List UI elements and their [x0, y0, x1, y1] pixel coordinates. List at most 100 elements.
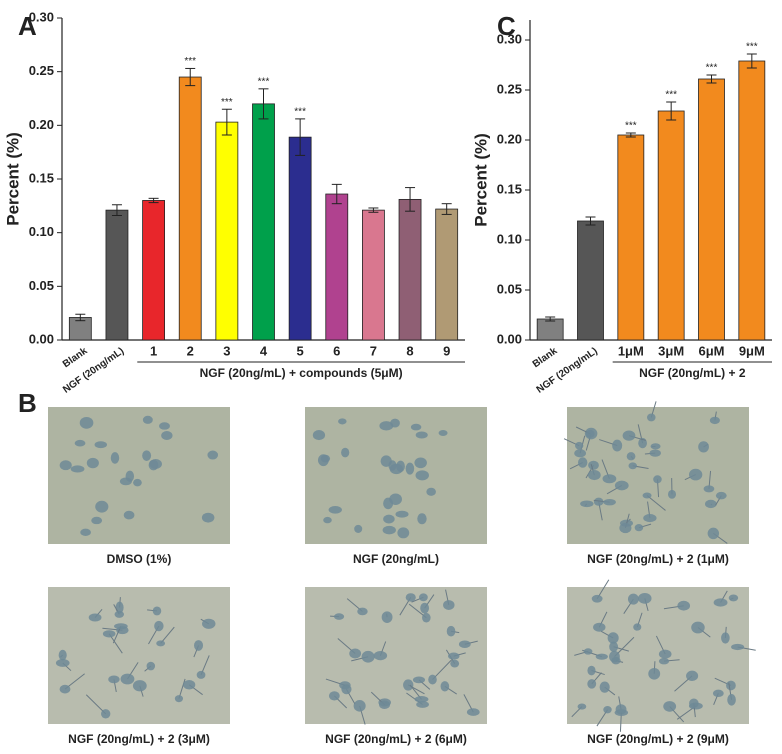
cell: [443, 600, 455, 610]
error-bar: [441, 203, 452, 215]
cell: [686, 670, 699, 682]
y-tick-label: 0.30: [29, 9, 54, 24]
cell: [334, 613, 345, 620]
cell: [577, 703, 587, 710]
cell: [721, 632, 730, 644]
cell: [405, 593, 416, 602]
cell: [715, 491, 727, 500]
x-tick-label: 3μM: [658, 343, 684, 358]
error-bar: [331, 183, 342, 205]
cell: [603, 706, 612, 714]
cell: [133, 478, 142, 487]
cell: [373, 651, 388, 661]
significance-label: ***: [221, 97, 233, 108]
x-tick-label: 4: [260, 343, 268, 358]
panel-label: B: [18, 388, 37, 418]
cell: [588, 470, 601, 481]
cell: [196, 670, 206, 679]
y-tick-label: 0.00: [497, 331, 522, 346]
cell: [382, 525, 396, 535]
cell: [55, 659, 70, 667]
cell: [397, 527, 410, 539]
cell: [120, 673, 135, 685]
cell: [161, 431, 173, 440]
cell: [416, 701, 429, 708]
error-bar: [221, 108, 232, 136]
cell: [114, 623, 128, 630]
cell: [609, 641, 619, 653]
cell: [86, 457, 99, 469]
cell: [626, 452, 636, 461]
cell: [580, 500, 594, 508]
cell: [607, 632, 619, 644]
x-tick-label: 8: [406, 343, 413, 358]
significance-label: ***: [258, 76, 270, 87]
error-bar: [111, 204, 122, 216]
cell: [627, 593, 639, 605]
cell: [59, 460, 72, 471]
cell: [587, 665, 596, 676]
cell: [578, 457, 588, 468]
bar: [252, 103, 275, 341]
cell: [152, 606, 162, 616]
panel-label: A: [18, 11, 37, 41]
micrograph: [305, 407, 487, 544]
cell: [108, 675, 120, 684]
y-tick-label: 0.05: [497, 281, 522, 296]
cell: [731, 643, 745, 651]
cell: [614, 709, 629, 717]
cell: [726, 680, 736, 691]
error-bar: [75, 313, 86, 322]
cell: [114, 610, 125, 618]
cell: [142, 415, 153, 424]
cell: [353, 700, 366, 712]
y-tick-label: 0.15: [29, 170, 54, 185]
cell: [361, 650, 375, 663]
y-axis-label: Percent (%): [471, 133, 490, 227]
cell: [634, 524, 644, 532]
cell: [707, 527, 720, 540]
y-tick-label: 0.10: [497, 231, 522, 246]
cell: [379, 700, 391, 709]
cell: [698, 441, 709, 453]
y-tick-label: 0.05: [29, 278, 54, 293]
bar: [738, 60, 766, 341]
cell: [713, 598, 728, 607]
cell: [609, 650, 620, 663]
cell: [119, 477, 132, 486]
cell: [338, 418, 347, 425]
cell: [602, 474, 617, 484]
cell: [446, 625, 456, 637]
cell: [194, 640, 204, 651]
significance-label: ***: [746, 42, 758, 53]
bar: [288, 136, 312, 341]
x-tick-label: 3: [223, 343, 230, 358]
cell: [585, 429, 595, 438]
cell: [95, 500, 109, 513]
error-bar: [585, 216, 596, 226]
cell: [312, 429, 326, 441]
cell: [102, 630, 116, 638]
x-tick-label: 2: [187, 343, 194, 358]
micrograph: [48, 587, 230, 724]
cell: [341, 447, 350, 458]
micrograph-background: [567, 587, 749, 724]
cell: [74, 439, 86, 447]
cell: [658, 649, 672, 659]
cell: [183, 679, 196, 690]
error-bar: [185, 67, 196, 87]
bar: [142, 200, 165, 341]
bar: [577, 220, 604, 341]
y-tick-label: 0.20: [29, 117, 54, 132]
cell: [381, 611, 393, 623]
bar: [325, 193, 349, 341]
cell: [677, 600, 691, 611]
bar: [617, 134, 645, 341]
cell: [653, 475, 662, 484]
cell: [146, 661, 156, 671]
cell: [317, 454, 329, 467]
cell: [643, 514, 657, 523]
cell: [649, 449, 661, 457]
cell: [603, 498, 616, 506]
cell: [575, 441, 584, 450]
